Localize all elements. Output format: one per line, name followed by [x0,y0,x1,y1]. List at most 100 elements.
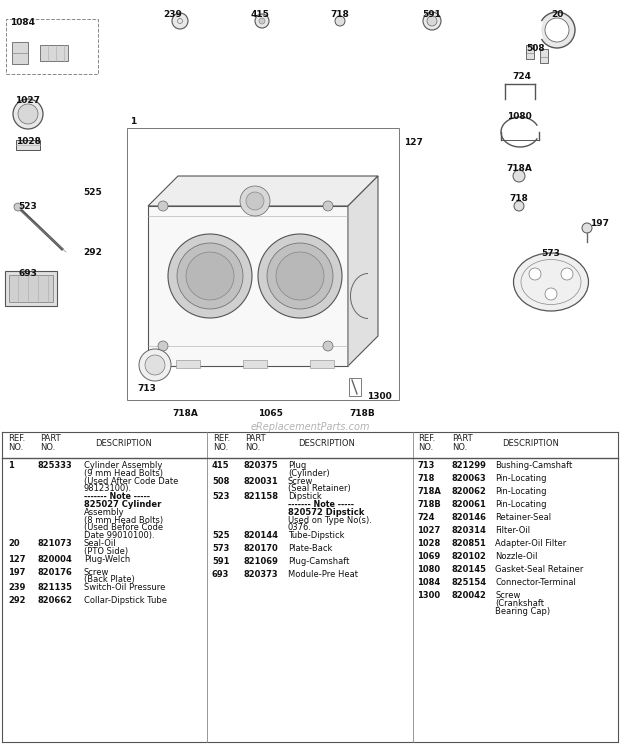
Text: Pin-Locating: Pin-Locating [495,474,546,483]
Polygon shape [148,176,378,206]
Polygon shape [348,176,378,366]
Circle shape [258,234,342,318]
Text: NO.: NO. [418,443,433,452]
Text: 825154: 825154 [451,578,486,587]
Text: 1080: 1080 [417,565,440,574]
Text: 820572 Dipstick: 820572 Dipstick [288,508,365,517]
Circle shape [513,170,525,182]
Text: 0376.: 0376. [288,523,312,533]
Circle shape [255,14,269,28]
Text: 239: 239 [8,583,25,592]
Text: 127: 127 [8,554,25,564]
Text: 1065: 1065 [257,409,283,418]
Text: ------- Note -----: ------- Note ----- [288,500,354,509]
Text: 1084: 1084 [417,578,440,587]
Bar [243,360,267,368]
Ellipse shape [513,253,588,311]
Text: 127: 127 [404,138,423,147]
Bar [127,128,399,400]
Text: 820031: 820031 [244,477,279,486]
Text: 820851: 820851 [451,539,486,548]
Circle shape [139,349,171,381]
Circle shape [323,341,333,351]
Circle shape [514,201,524,211]
Text: (Cylinder): (Cylinder) [288,469,330,478]
Circle shape [14,203,22,211]
Text: (8 mm Head Bolts): (8 mm Head Bolts) [84,516,163,525]
Text: (PTO Side): (PTO Side) [84,547,128,556]
Text: 415: 415 [212,461,229,470]
Text: 718B: 718B [417,500,441,509]
Text: NO.: NO. [213,443,228,452]
Bar [526,45,534,59]
Text: NO.: NO. [245,443,260,452]
Circle shape [539,12,575,48]
Text: 820102: 820102 [451,552,486,561]
Text: 820062: 820062 [451,487,486,496]
Text: Switch-Oil Pressure: Switch-Oil Pressure [84,583,166,592]
Text: Plate-Back: Plate-Back [288,544,332,554]
Text: Screw: Screw [495,591,520,600]
Text: Dipstick: Dipstick [288,493,322,501]
Text: 718B: 718B [349,409,375,418]
Text: 197: 197 [590,219,609,228]
Text: Cylinder Assembly: Cylinder Assembly [84,461,162,470]
Text: Pin-Locating: Pin-Locating [495,487,546,496]
Text: DESCRIPTION: DESCRIPTION [95,439,152,448]
Text: 1300: 1300 [367,392,392,401]
Text: 1080: 1080 [507,112,531,121]
Text: Adapter-Oil Filter: Adapter-Oil Filter [495,539,566,548]
Text: 591: 591 [212,557,229,566]
Circle shape [276,252,324,300]
Circle shape [335,16,345,26]
Text: eReplacementParts.com: eReplacementParts.com [250,422,370,432]
Text: 1: 1 [130,117,136,126]
Text: 724: 724 [417,513,435,522]
Text: NO.: NO. [40,443,55,452]
Text: 820170: 820170 [244,544,279,554]
Text: Retainer-Seal: Retainer-Seal [495,513,551,522]
Circle shape [427,16,437,26]
Text: ------- Note -----: ------- Note ----- [84,493,150,501]
Text: Module-Pre Heat: Module-Pre Heat [288,570,358,579]
Text: 1027: 1027 [16,96,40,105]
Text: 713: 713 [138,384,156,393]
Bar [5,271,57,306]
Text: 820373: 820373 [244,570,278,579]
Text: 1069: 1069 [417,552,440,561]
Circle shape [267,243,333,309]
Text: 1028: 1028 [16,137,40,146]
Text: REF.: REF. [8,434,25,443]
Bar [540,49,548,63]
Text: 415: 415 [250,10,270,19]
Text: 820145: 820145 [451,565,486,574]
Text: REF.: REF. [213,434,230,443]
Text: NO.: NO. [8,443,24,452]
Circle shape [186,252,234,300]
Text: Nozzle-Oil: Nozzle-Oil [495,552,538,561]
Text: 718A: 718A [417,487,441,496]
Text: Tube-Dipstick: Tube-Dipstick [288,531,345,540]
Circle shape [18,104,38,124]
Text: 820144: 820144 [244,531,279,540]
Text: 718A: 718A [172,409,198,418]
Text: DESCRIPTION: DESCRIPTION [298,439,355,448]
Text: Collar-Dipstick Tube: Collar-Dipstick Tube [84,596,167,605]
Text: 1028: 1028 [417,539,440,548]
Text: 820146: 820146 [451,513,486,522]
Text: 718A: 718A [506,164,532,173]
Text: Assembly: Assembly [84,508,125,517]
Text: 820004: 820004 [38,554,73,564]
Text: 98123100).: 98123100). [84,484,132,493]
Text: 821299: 821299 [451,461,486,470]
Text: 1027: 1027 [417,526,440,535]
Bar [148,206,348,366]
Text: 573: 573 [541,249,560,258]
Text: 718: 718 [510,194,528,203]
Circle shape [423,12,441,30]
Text: 573: 573 [212,544,229,554]
Text: 20: 20 [551,10,563,19]
Circle shape [529,268,541,280]
Text: 1: 1 [8,461,14,470]
Text: (Crankshaft: (Crankshaft [495,599,544,608]
